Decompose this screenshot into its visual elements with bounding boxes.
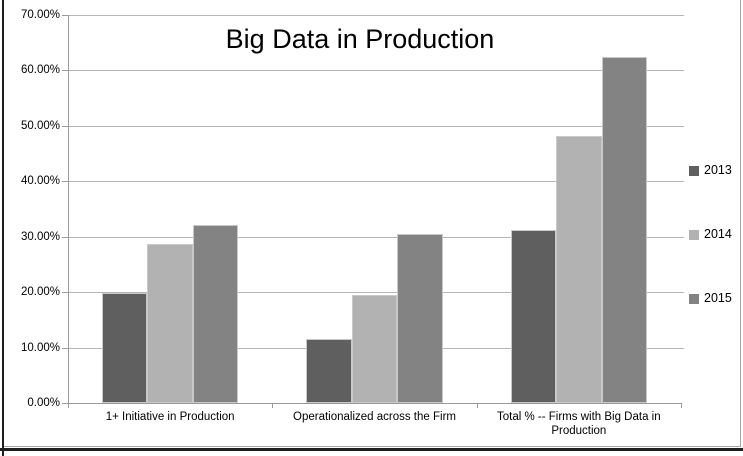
y-axis-label: 20.00%: [20, 286, 60, 299]
y-axis-label: 0.00%: [27, 397, 60, 409]
outer-border-bottom: [0, 448, 743, 451]
y-axis-tick: [62, 125, 68, 127]
y-axis-label: 70.00%: [20, 9, 60, 21]
bar-2013: [306, 339, 352, 403]
legend-label: 2015: [704, 291, 732, 305]
bar-2014: [351, 294, 398, 403]
y-axis-tick: [62, 347, 68, 349]
y-axis-label: 60.00%: [20, 64, 60, 77]
outer-border-left: [2, 0, 4, 456]
y-axis-line: [68, 15, 69, 403]
y-gridline: [68, 15, 684, 16]
y-axis-tick: [62, 236, 68, 238]
legend-label: 2014: [704, 227, 732, 241]
x-axis-line: [68, 403, 681, 404]
bar-2015: [601, 56, 647, 403]
chart-title: Big Data in Production: [225, 24, 495, 54]
y-gridline: [68, 181, 684, 183]
y-axis-label: 30.00%: [20, 230, 60, 243]
y-axis-tick: [62, 181, 68, 183]
category-label: 1+ Initiative in Production: [105, 411, 235, 423]
x-axis-tick: [681, 403, 682, 408]
y-axis-label: 10.00%: [20, 341, 60, 354]
legend-item-2015: 2015: [689, 292, 732, 305]
chart-border-bottom: [4, 446, 741, 447]
legend-swatch-2015: [689, 293, 699, 304]
y-axis-tick: [62, 15, 68, 16]
bar-2015: [397, 234, 443, 403]
chart-border-right: [740, 0, 741, 447]
bar-2015: [192, 225, 239, 403]
y-gridline: [68, 236, 684, 238]
x-axis-tick: [272, 403, 274, 408]
y-gridline: [68, 292, 684, 294]
y-axis-tick: [62, 70, 68, 72]
bar-2013: [102, 293, 148, 403]
legend-label: 2013: [704, 163, 732, 177]
legend-swatch-2013: [689, 165, 699, 176]
y-gridline: [68, 125, 684, 127]
legend-swatch-2014: [689, 229, 699, 240]
y-axis-tick: [62, 403, 68, 404]
category-label: Operationalized across the Firm: [293, 411, 456, 423]
y-axis-tick: [62, 292, 68, 294]
legend-item-2014: 2014: [689, 228, 732, 241]
bar-2014: [147, 243, 193, 403]
x-axis-tick: [68, 403, 69, 408]
y-axis-label: 40.00%: [20, 175, 60, 188]
category-label: Total % -- Firms with Big Data in Produc…: [497, 411, 661, 437]
y-gridline: [68, 70, 684, 72]
y-axis-label: 50.00%: [20, 119, 60, 132]
bar-2014: [556, 135, 602, 403]
legend-item-2013: 2013: [689, 164, 732, 177]
x-axis-tick: [476, 403, 478, 408]
bar-2013: [510, 229, 557, 403]
